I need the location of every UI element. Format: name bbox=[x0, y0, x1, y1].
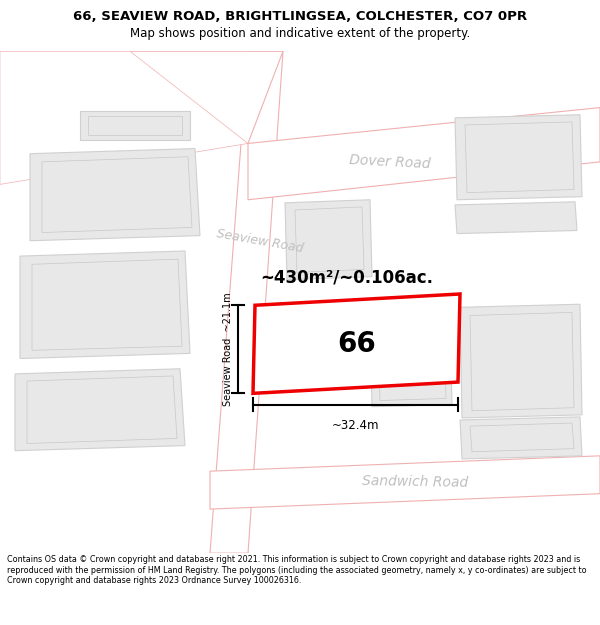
Polygon shape bbox=[0, 51, 283, 143]
Text: Map shows position and indicative extent of the property.: Map shows position and indicative extent… bbox=[130, 27, 470, 40]
Polygon shape bbox=[30, 149, 200, 241]
Polygon shape bbox=[20, 251, 190, 359]
Polygon shape bbox=[470, 423, 574, 452]
Text: Seaview Road  ~21.1m: Seaview Road ~21.1m bbox=[223, 292, 233, 406]
Polygon shape bbox=[42, 157, 192, 232]
Text: ~32.4m: ~32.4m bbox=[332, 419, 379, 432]
Polygon shape bbox=[460, 304, 582, 418]
Polygon shape bbox=[27, 376, 177, 444]
Polygon shape bbox=[0, 51, 248, 184]
Polygon shape bbox=[80, 111, 190, 141]
Polygon shape bbox=[370, 321, 452, 407]
Polygon shape bbox=[455, 115, 582, 200]
Polygon shape bbox=[285, 200, 372, 279]
Polygon shape bbox=[32, 259, 182, 351]
Polygon shape bbox=[15, 369, 185, 451]
Polygon shape bbox=[460, 417, 582, 459]
Polygon shape bbox=[210, 51, 283, 553]
Text: Dover Road: Dover Road bbox=[349, 152, 431, 171]
Polygon shape bbox=[210, 456, 600, 509]
Polygon shape bbox=[378, 327, 446, 401]
Text: Sandwich Road: Sandwich Road bbox=[362, 474, 468, 489]
Text: 66, SEAVIEW ROAD, BRIGHTLINGSEA, COLCHESTER, CO7 0PR: 66, SEAVIEW ROAD, BRIGHTLINGSEA, COLCHES… bbox=[73, 10, 527, 23]
Text: Contains OS data © Crown copyright and database right 2021. This information is : Contains OS data © Crown copyright and d… bbox=[7, 555, 587, 585]
Polygon shape bbox=[253, 294, 460, 393]
Text: ~430m²/~0.106ac.: ~430m²/~0.106ac. bbox=[260, 269, 433, 287]
Polygon shape bbox=[88, 116, 182, 135]
Polygon shape bbox=[295, 207, 364, 272]
Text: Seaview Road: Seaview Road bbox=[215, 227, 304, 255]
Polygon shape bbox=[465, 122, 574, 192]
Polygon shape bbox=[455, 202, 577, 234]
Text: 66: 66 bbox=[337, 329, 376, 357]
Polygon shape bbox=[248, 107, 600, 200]
Polygon shape bbox=[470, 312, 574, 411]
